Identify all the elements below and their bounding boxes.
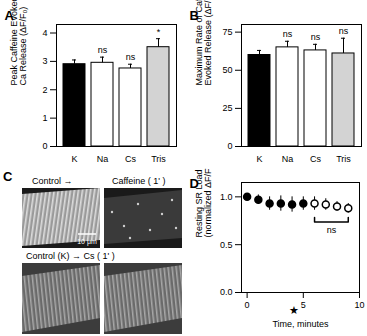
svg-text:50: 50 xyxy=(222,65,232,75)
svg-text:10 μm: 10 μm xyxy=(77,238,97,246)
svg-text:ns: ns xyxy=(311,32,321,42)
svg-text:K: K xyxy=(256,154,262,164)
svg-text:A: A xyxy=(5,8,15,23)
svg-text:ns: ns xyxy=(98,45,108,55)
svg-text:ns: ns xyxy=(327,225,337,235)
svg-text:★: ★ xyxy=(289,304,299,316)
svg-text:Time, minutes: Time, minutes xyxy=(272,319,329,329)
svg-text:B: B xyxy=(190,8,199,23)
svg-text:Caffeine ( 1' ): Caffeine ( 1' ) xyxy=(112,176,166,186)
svg-text:5: 5 xyxy=(301,300,306,310)
svg-text:D: D xyxy=(190,176,199,191)
svg-text:0.5: 0.5 xyxy=(220,240,233,250)
svg-text:3: 3 xyxy=(42,56,47,66)
svg-text:0: 0 xyxy=(42,141,47,151)
svg-text:K: K xyxy=(71,154,77,164)
svg-text:*: * xyxy=(157,27,161,37)
svg-text:Na: Na xyxy=(282,154,294,164)
svg-text:ns: ns xyxy=(283,29,293,39)
svg-text:0.0: 0.0 xyxy=(220,287,233,297)
svg-text:1.0: 1.0 xyxy=(220,192,233,202)
svg-text:4: 4 xyxy=(42,28,47,38)
svg-text:0: 0 xyxy=(245,300,250,310)
svg-text:Cs: Cs xyxy=(310,154,321,164)
svg-text:Tris: Tris xyxy=(336,154,351,164)
svg-text:1: 1 xyxy=(42,113,47,123)
svg-text:Na: Na xyxy=(97,154,109,164)
svg-text:10: 10 xyxy=(354,300,364,310)
svg-text:Control →: Control → xyxy=(32,176,73,186)
svg-text:Cs: Cs xyxy=(125,154,136,164)
svg-text:25: 25 xyxy=(222,103,232,113)
svg-text:ns: ns xyxy=(339,26,349,36)
svg-text:2: 2 xyxy=(42,85,47,95)
svg-text:0: 0 xyxy=(227,141,232,151)
svg-text:Tris: Tris xyxy=(151,154,166,164)
svg-text:ns: ns xyxy=(126,52,136,62)
svg-text:C: C xyxy=(3,169,13,184)
svg-text:Control (K) → Cs ( 1' ): Control (K) → Cs ( 1' ) xyxy=(26,251,115,261)
svg-text:75: 75 xyxy=(222,27,232,37)
